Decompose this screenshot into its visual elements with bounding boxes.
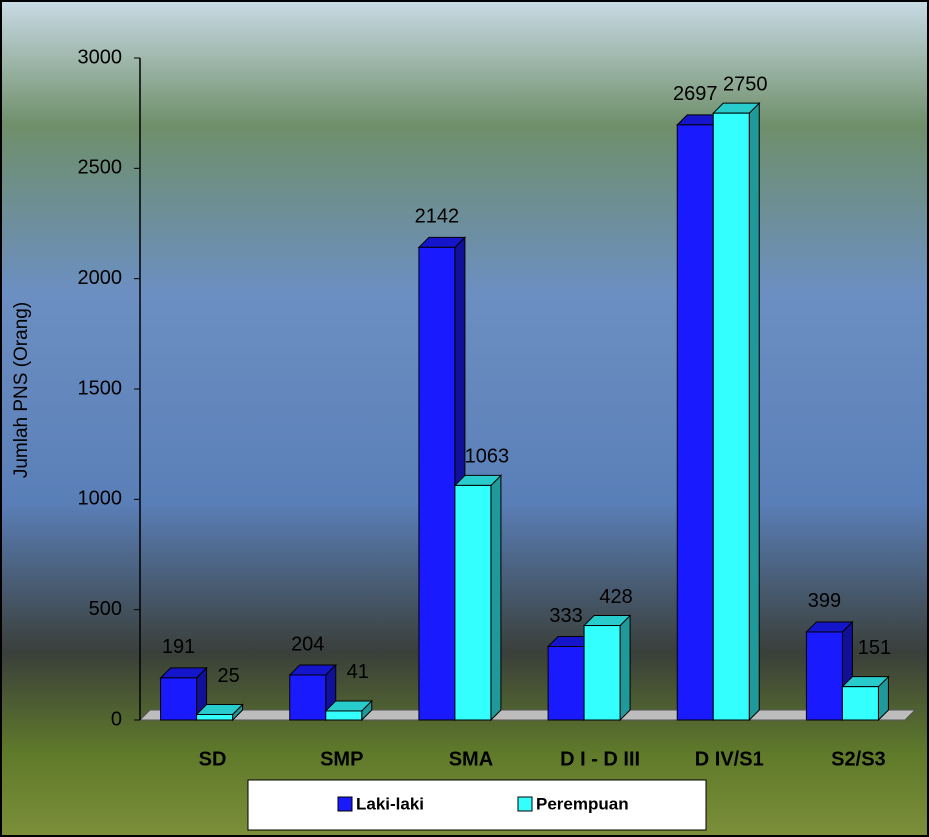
legend-label: Perempuan bbox=[536, 794, 629, 813]
value-label: 2697 bbox=[673, 83, 718, 105]
x-tick-label: D I - D III bbox=[560, 748, 640, 770]
x-tick-label: S2/S3 bbox=[831, 748, 885, 770]
bar-side bbox=[748, 101, 760, 722]
bar bbox=[805, 631, 843, 721]
bar-side bbox=[619, 614, 631, 722]
bar bbox=[676, 124, 714, 721]
x-tick-label: D IV/S1 bbox=[695, 748, 764, 770]
value-label: 2142 bbox=[415, 206, 460, 228]
value-label: 151 bbox=[858, 637, 891, 659]
value-label: 204 bbox=[291, 633, 324, 655]
legend-swatch bbox=[517, 796, 533, 812]
value-label: 399 bbox=[808, 590, 841, 612]
legend-label: Laki-laki bbox=[356, 794, 424, 813]
value-label: 41 bbox=[347, 661, 369, 683]
x-tick-label: SMA bbox=[449, 748, 493, 770]
y-axis-title: Jumlah PNS (Orang) bbox=[11, 302, 32, 478]
value-label: 1063 bbox=[465, 446, 510, 468]
bar bbox=[841, 686, 879, 721]
bar bbox=[418, 246, 456, 721]
value-label: 2750 bbox=[723, 73, 768, 95]
value-label: 25 bbox=[217, 665, 239, 687]
x-tick-label: SD bbox=[199, 748, 227, 770]
y-tick-label: 0 bbox=[111, 708, 122, 730]
bar bbox=[196, 713, 234, 721]
value-label: 333 bbox=[549, 605, 582, 627]
bar bbox=[160, 677, 198, 721]
y-tick-label: 3000 bbox=[78, 46, 123, 68]
bar bbox=[325, 710, 363, 721]
x-tick-label: SMP bbox=[320, 748, 363, 770]
y-tick-label: 1500 bbox=[78, 377, 123, 399]
y-tick-label: 1000 bbox=[78, 488, 123, 510]
floor bbox=[138, 709, 917, 721]
bar-side bbox=[490, 474, 502, 722]
legend bbox=[247, 779, 707, 831]
value-label: 191 bbox=[162, 636, 195, 658]
y-tick-label: 2000 bbox=[78, 267, 123, 289]
bar bbox=[583, 625, 621, 721]
bar bbox=[289, 674, 327, 721]
bar bbox=[454, 484, 492, 721]
bar bbox=[712, 112, 750, 721]
y-tick-label: 500 bbox=[89, 598, 122, 620]
bar bbox=[547, 646, 585, 721]
y-tick-label: 2500 bbox=[78, 157, 123, 179]
value-label: 428 bbox=[599, 586, 632, 608]
legend-swatch bbox=[337, 796, 353, 812]
